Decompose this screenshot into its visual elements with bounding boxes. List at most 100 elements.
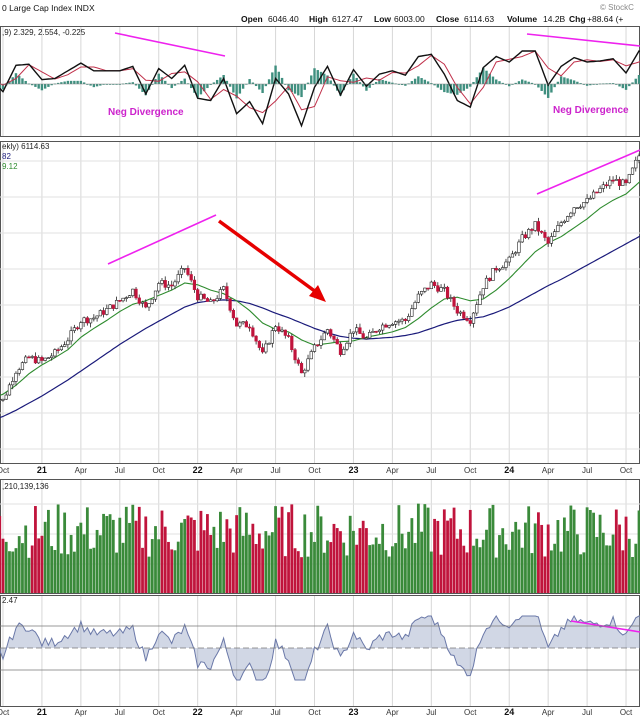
volume-bar (17, 536, 21, 593)
volume-bar (556, 520, 560, 593)
candle-body (617, 179, 622, 186)
xaxis2-tick-4: Oct (153, 708, 166, 717)
macd-hist-bar (310, 75, 313, 84)
macd-hist-bar (118, 84, 122, 85)
macd-hist-bar (66, 80, 70, 84)
candle-body (374, 331, 378, 333)
macd-hist-bar (430, 83, 433, 84)
macd-hist-bar (585, 84, 589, 86)
volume-bar (361, 520, 365, 593)
macd-hist-bar (313, 68, 316, 84)
candle-body (43, 357, 47, 361)
macd-hist-bar (219, 77, 222, 84)
macd-hist-bar (569, 79, 573, 84)
candle-body (325, 329, 330, 334)
candle-body (199, 293, 203, 301)
macd-hist-bar (527, 81, 530, 84)
candle-body (46, 357, 51, 359)
close-value: 6114.63 (464, 14, 494, 24)
volume-bar (507, 549, 511, 593)
open-label: Open (241, 14, 263, 24)
volume-bar (631, 556, 634, 593)
volume-bars (0, 503, 640, 593)
candle-body (452, 297, 456, 307)
volume-bar (202, 530, 206, 593)
volume-bar (313, 541, 316, 593)
macd-divergence-line-right (526, 33, 640, 47)
volume-bar (157, 539, 161, 593)
volume-bar (485, 529, 488, 593)
candle-body (296, 359, 300, 364)
candle-body (173, 281, 177, 287)
candle-body (24, 356, 28, 363)
macd-panel: ,9) 2.329, 2.554, -0.225 Neg Divergence … (0, 28, 640, 128)
xaxis2-tick-2: Apr (75, 708, 88, 717)
candle-body (283, 329, 287, 336)
macd-hist-bar (491, 76, 495, 84)
macd-hist-bar (498, 81, 501, 84)
macd-hist-bar (472, 81, 475, 84)
candle-body (7, 384, 12, 396)
candle-body (400, 318, 404, 322)
macd-hist-bar (34, 84, 37, 87)
macd-hist-bar (290, 84, 293, 92)
candle-body (445, 286, 450, 299)
macd-hist-bar (248, 79, 251, 84)
candle-body (540, 230, 544, 233)
candle-body (316, 344, 320, 347)
volume-bar (562, 517, 566, 593)
macd-hist-bar (566, 78, 569, 84)
candle-body (95, 315, 99, 319)
volume-bar (287, 512, 290, 593)
candle-body (494, 267, 498, 271)
chart-title: 0 Large Cap Index INDX (2, 3, 95, 13)
volume-bar (306, 556, 310, 593)
price-frame (0, 141, 640, 464)
candle-body (218, 289, 223, 299)
volume-bar (413, 542, 417, 593)
volume-bar (455, 538, 459, 593)
candle-body (468, 320, 472, 324)
volume-bar (478, 547, 482, 593)
candle-body (147, 303, 151, 308)
volume-bar (121, 542, 125, 593)
volume-bar (433, 518, 436, 593)
candle-body (277, 326, 281, 332)
price-divergence-line-left (107, 214, 217, 265)
macd-hist-bar (592, 84, 595, 85)
volume-bar (219, 511, 222, 593)
volume-bar (416, 503, 420, 593)
volume-bar (475, 538, 479, 593)
candle-body (449, 297, 453, 299)
volume-bar (72, 551, 76, 593)
candle-body (530, 229, 534, 231)
macd-hist-bar (543, 84, 547, 95)
candle-body (131, 288, 135, 296)
candle-body (20, 362, 25, 370)
macd-hist-bar (329, 80, 332, 84)
volume-bar (374, 537, 378, 593)
candle-body (562, 220, 566, 223)
candle-body (273, 326, 278, 331)
macd-hist-bar (504, 84, 508, 85)
candle-body (335, 339, 339, 345)
volume-bar (215, 547, 219, 593)
volume-bar (439, 554, 443, 593)
macd-hist-bar (508, 84, 511, 87)
candle-body (394, 321, 398, 325)
candle-body (82, 317, 86, 323)
volume-bar (290, 504, 294, 593)
candle-body (630, 167, 635, 175)
macd-hist-bar (459, 84, 462, 93)
xaxis2-tick-16: Oct (620, 708, 633, 717)
xaxis1-tick-6: Apr (230, 466, 243, 475)
volume-bar (429, 551, 433, 593)
volume-bar (595, 536, 599, 593)
macd-hist-bar (482, 67, 485, 84)
volume-bar (462, 545, 466, 593)
macd-hist-bar (232, 84, 235, 93)
xaxis2-tick-13: 24 (504, 707, 514, 717)
candle-body (407, 316, 411, 321)
volume-bar (248, 534, 252, 593)
macd-hist-bar (189, 84, 193, 89)
